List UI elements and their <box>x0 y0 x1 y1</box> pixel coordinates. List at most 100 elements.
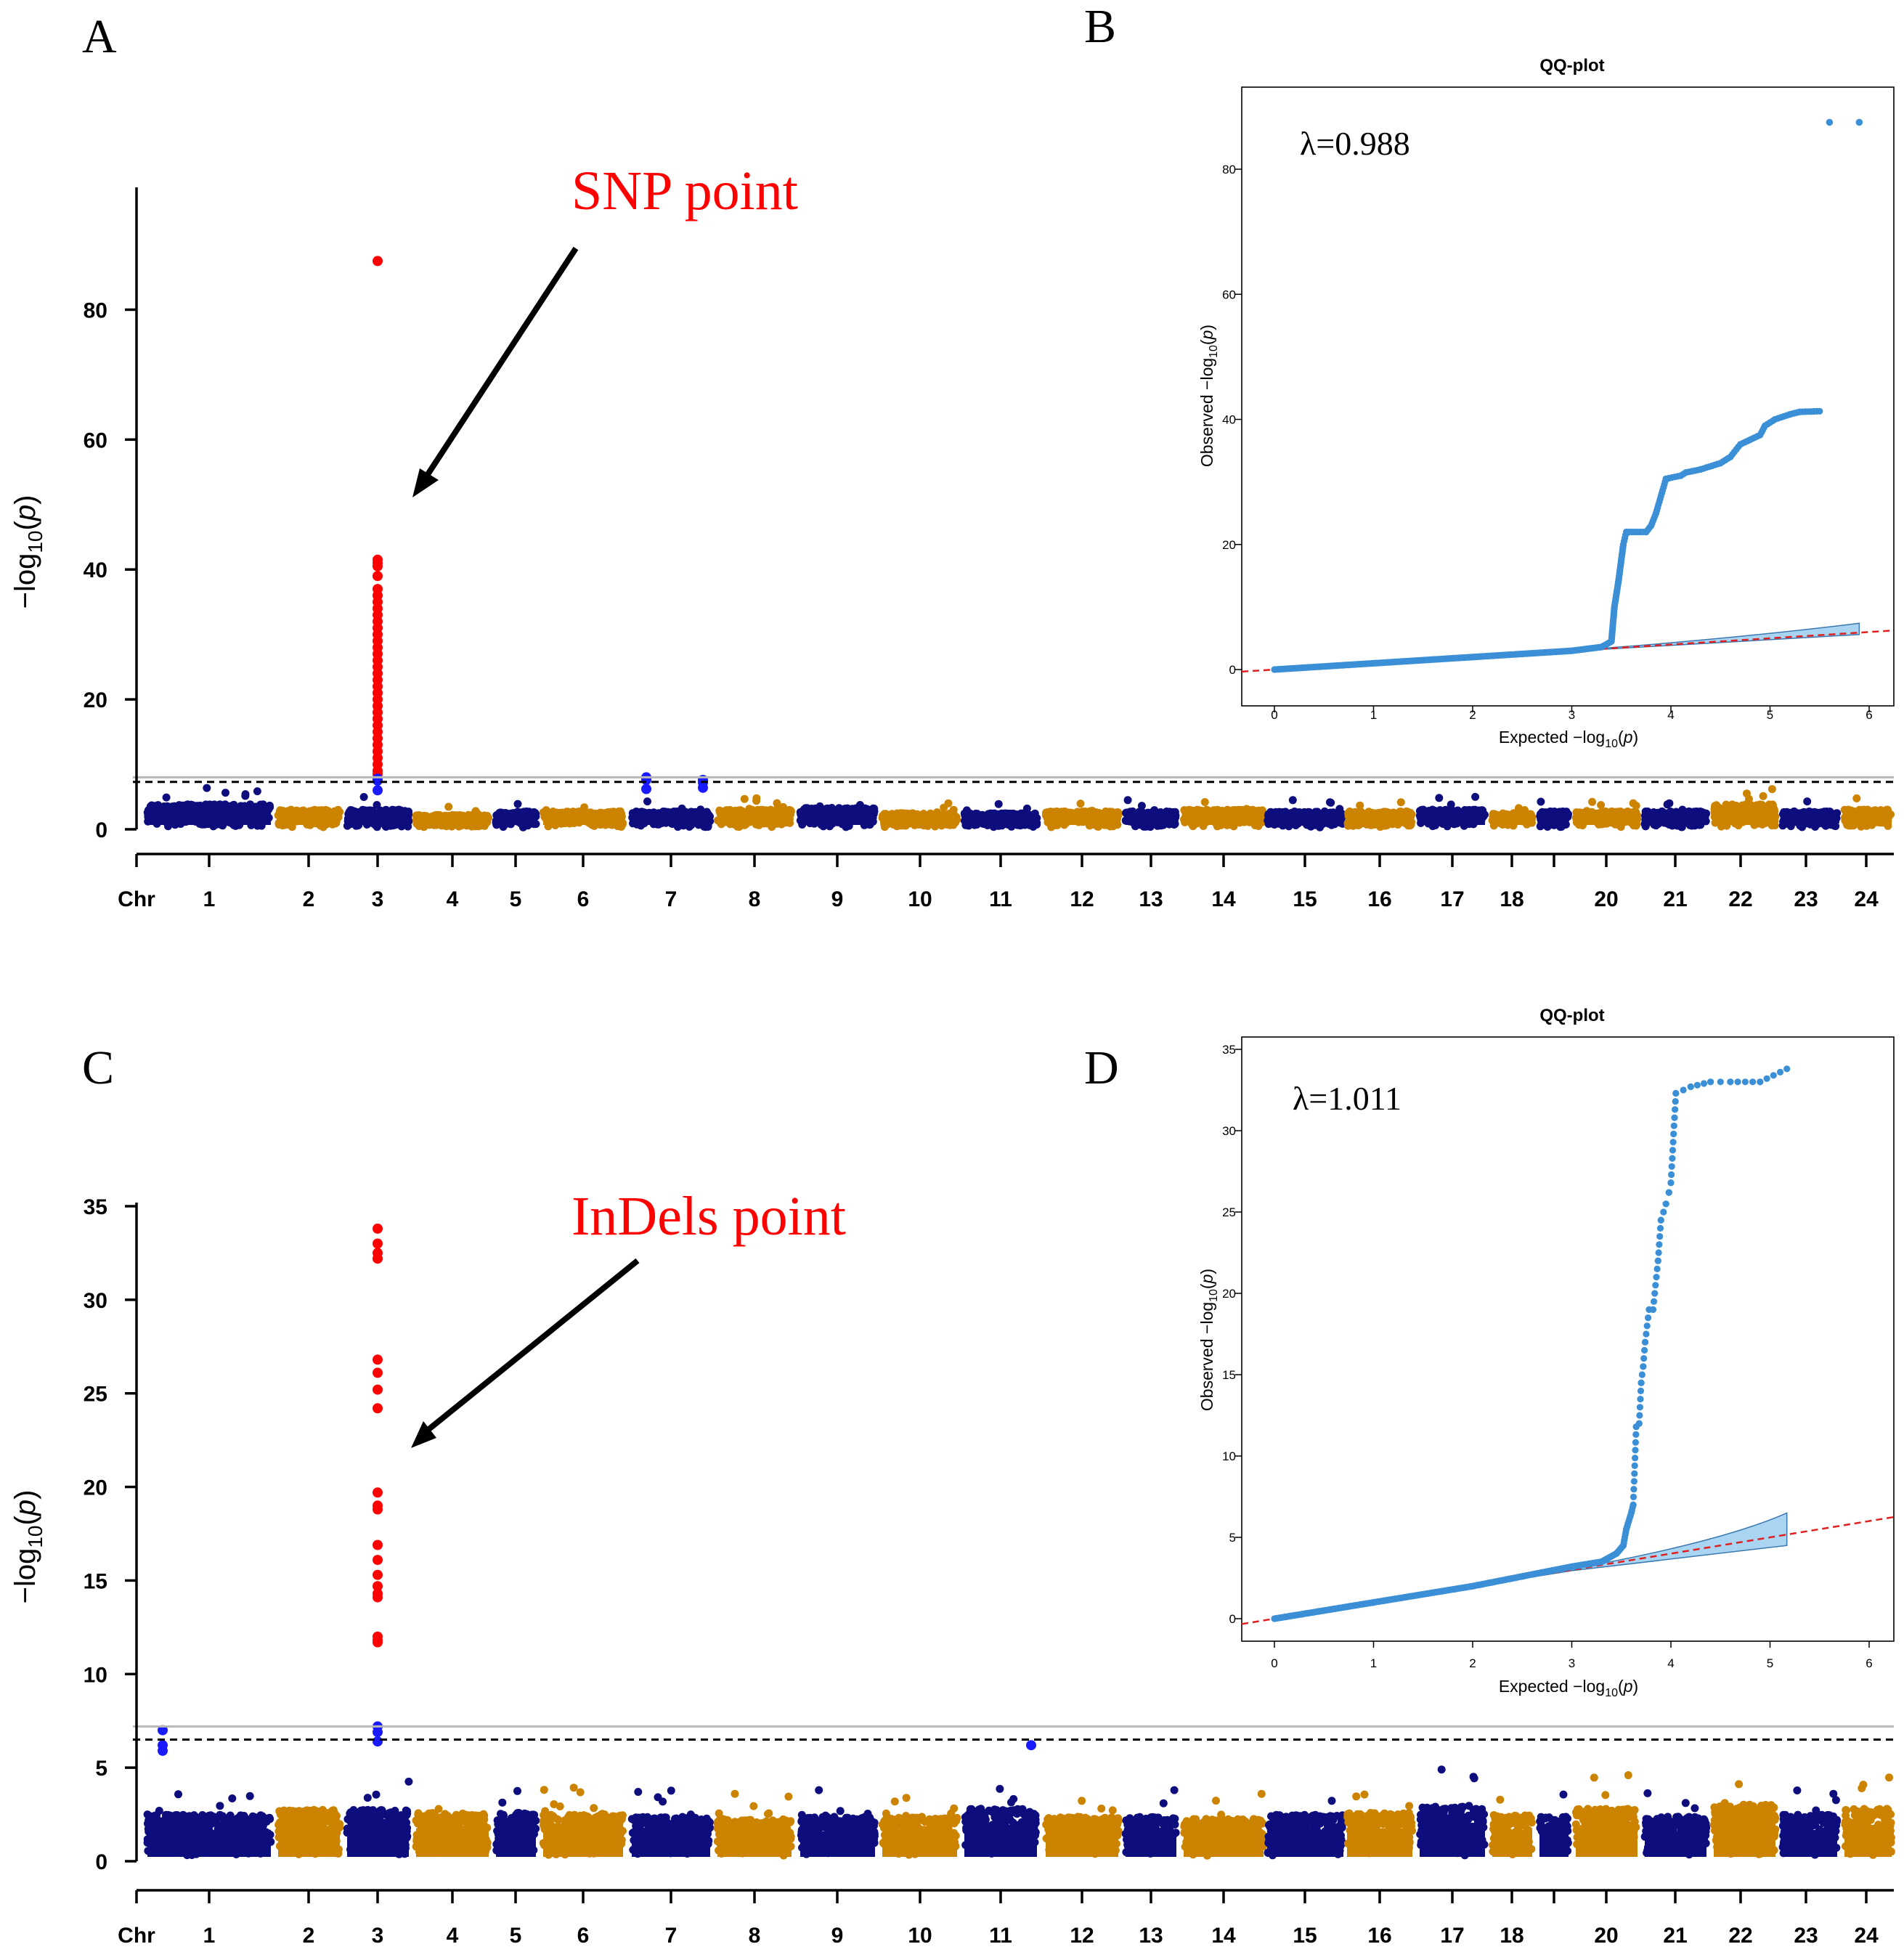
snp-dot <box>1767 785 1776 794</box>
snp-dot <box>1820 808 1828 816</box>
snp-dot <box>935 810 944 819</box>
snp-dot <box>552 810 561 818</box>
snp-dot <box>1453 808 1462 816</box>
chromosome-block-chr2 <box>278 816 340 825</box>
chromosome-block-chr11 <box>964 818 1037 825</box>
snp-dot <box>513 800 522 808</box>
snp-dot <box>457 811 466 820</box>
snp-dot <box>1002 810 1010 819</box>
panel-letter-c: C <box>82 1041 114 1094</box>
snp-dot <box>1600 810 1609 818</box>
chromosome-tick-label: 20 <box>1594 887 1618 911</box>
panel-letter-a: A <box>82 10 117 63</box>
snp-dot <box>860 805 868 813</box>
snp-dot <box>1288 796 1297 805</box>
chromosome-tick-label: 8 <box>749 887 761 911</box>
significant-point-chr3 <box>373 571 383 582</box>
significant-point-chr3 <box>373 561 383 572</box>
chromosome-block-chr10 <box>882 818 957 825</box>
chromosome-block-chr9 <box>800 814 875 825</box>
chromosome-block-chr5 <box>496 817 536 825</box>
snp-dot <box>1423 808 1432 816</box>
chromosome-block-chr7 <box>632 817 710 825</box>
chromosome-block-chr17 <box>1420 816 1485 825</box>
snp-dot <box>1129 808 1138 817</box>
snp-dot <box>586 808 595 817</box>
snp-dot <box>1597 801 1606 810</box>
snp-dot <box>781 808 789 816</box>
snp-annotation-arrow-head <box>412 468 439 497</box>
chromosome-tick-label: 24 <box>1854 887 1879 911</box>
snp-dot <box>203 784 211 792</box>
chromosome-tick-label: 16 <box>1367 887 1391 911</box>
snp-dot <box>1304 810 1313 818</box>
chromosome-tick-label: 21 <box>1663 887 1687 911</box>
y-tick-label: 60 <box>84 428 107 452</box>
chromosome-tick-label: 15 <box>1293 887 1317 911</box>
chromosome-tick-label: 5 <box>510 887 522 911</box>
snp-dot <box>1327 798 1335 807</box>
chromosome-tick-label: 18 <box>1500 887 1523 911</box>
chromosome-tick-label: 9 <box>831 887 844 911</box>
chromosome-block-chr23 <box>1783 817 1837 825</box>
snp-dot <box>1081 807 1089 816</box>
snp-dot <box>404 808 413 816</box>
manhattan-snp-points <box>143 784 1895 831</box>
snp-dot <box>1279 808 1288 817</box>
y-tick-label: 20 <box>84 688 107 712</box>
snp-dot <box>330 808 338 816</box>
chromosome-block-chr16 <box>1347 817 1412 825</box>
snp-dot <box>1273 808 1282 817</box>
snp-dot <box>215 803 224 812</box>
snp-dot <box>227 803 236 812</box>
snp-dot <box>1356 808 1365 816</box>
snp-dot <box>1509 810 1518 818</box>
snp-dot <box>1668 808 1676 817</box>
snp-dot <box>284 807 293 816</box>
snp-dot <box>824 807 833 816</box>
panel-letter-d: D <box>1084 1041 1119 1094</box>
snp-dot <box>1490 810 1499 818</box>
snp-dot <box>241 790 250 799</box>
manhattan-snp-ylabel: −log10(p) <box>9 495 46 609</box>
chromosome-tick-label: 2 <box>303 887 315 911</box>
snp-dot <box>473 810 482 818</box>
snp-dot <box>667 808 676 817</box>
snp-dot <box>807 805 815 813</box>
snp-dot <box>1759 792 1767 800</box>
chromosome-tick-label: 4 <box>447 887 459 911</box>
chromosome-block-chr21 <box>1645 817 1706 825</box>
snp-dot <box>1377 808 1386 817</box>
chromosome-block-chr15 <box>1267 817 1343 825</box>
snp-dot <box>752 794 761 802</box>
snp-dot <box>994 800 1003 808</box>
chromosome-tick-label: 10 <box>908 887 932 911</box>
snp-dot <box>192 804 201 813</box>
chromosome-tick-label: 11 <box>989 887 1012 911</box>
chromosome-block-chr3 <box>347 816 409 825</box>
snp-dot <box>760 807 768 816</box>
snp-dot <box>1759 804 1767 812</box>
chromosome-tick-label: 23 <box>1794 887 1818 911</box>
snp-dot <box>162 793 171 802</box>
snp-dot <box>840 805 848 813</box>
chromosome-block-chr19 <box>1539 817 1569 825</box>
chromosome-tick-label: 1 <box>203 887 216 911</box>
chromosome-block-chr6 <box>543 817 623 825</box>
snp-dot <box>1076 800 1085 808</box>
chromosome-tick-label: 14 <box>1211 887 1236 911</box>
snp-dot <box>1783 808 1791 816</box>
snp-dot <box>1696 808 1704 817</box>
snp-dot <box>940 803 948 812</box>
snp-dot <box>251 804 260 813</box>
chromosome-block-chr20 <box>1576 817 1637 825</box>
snp-point-annotation: SNP point <box>571 160 798 221</box>
snp-dot <box>150 802 159 810</box>
snp-dot <box>1050 808 1059 816</box>
chromosome-block-chr18 <box>1492 818 1532 825</box>
chromosome-block-chr12 <box>1046 817 1118 825</box>
snp-dot <box>744 808 752 816</box>
snp-dot <box>1396 798 1405 807</box>
snp-dot <box>1663 800 1672 809</box>
snp-dot <box>263 804 272 813</box>
